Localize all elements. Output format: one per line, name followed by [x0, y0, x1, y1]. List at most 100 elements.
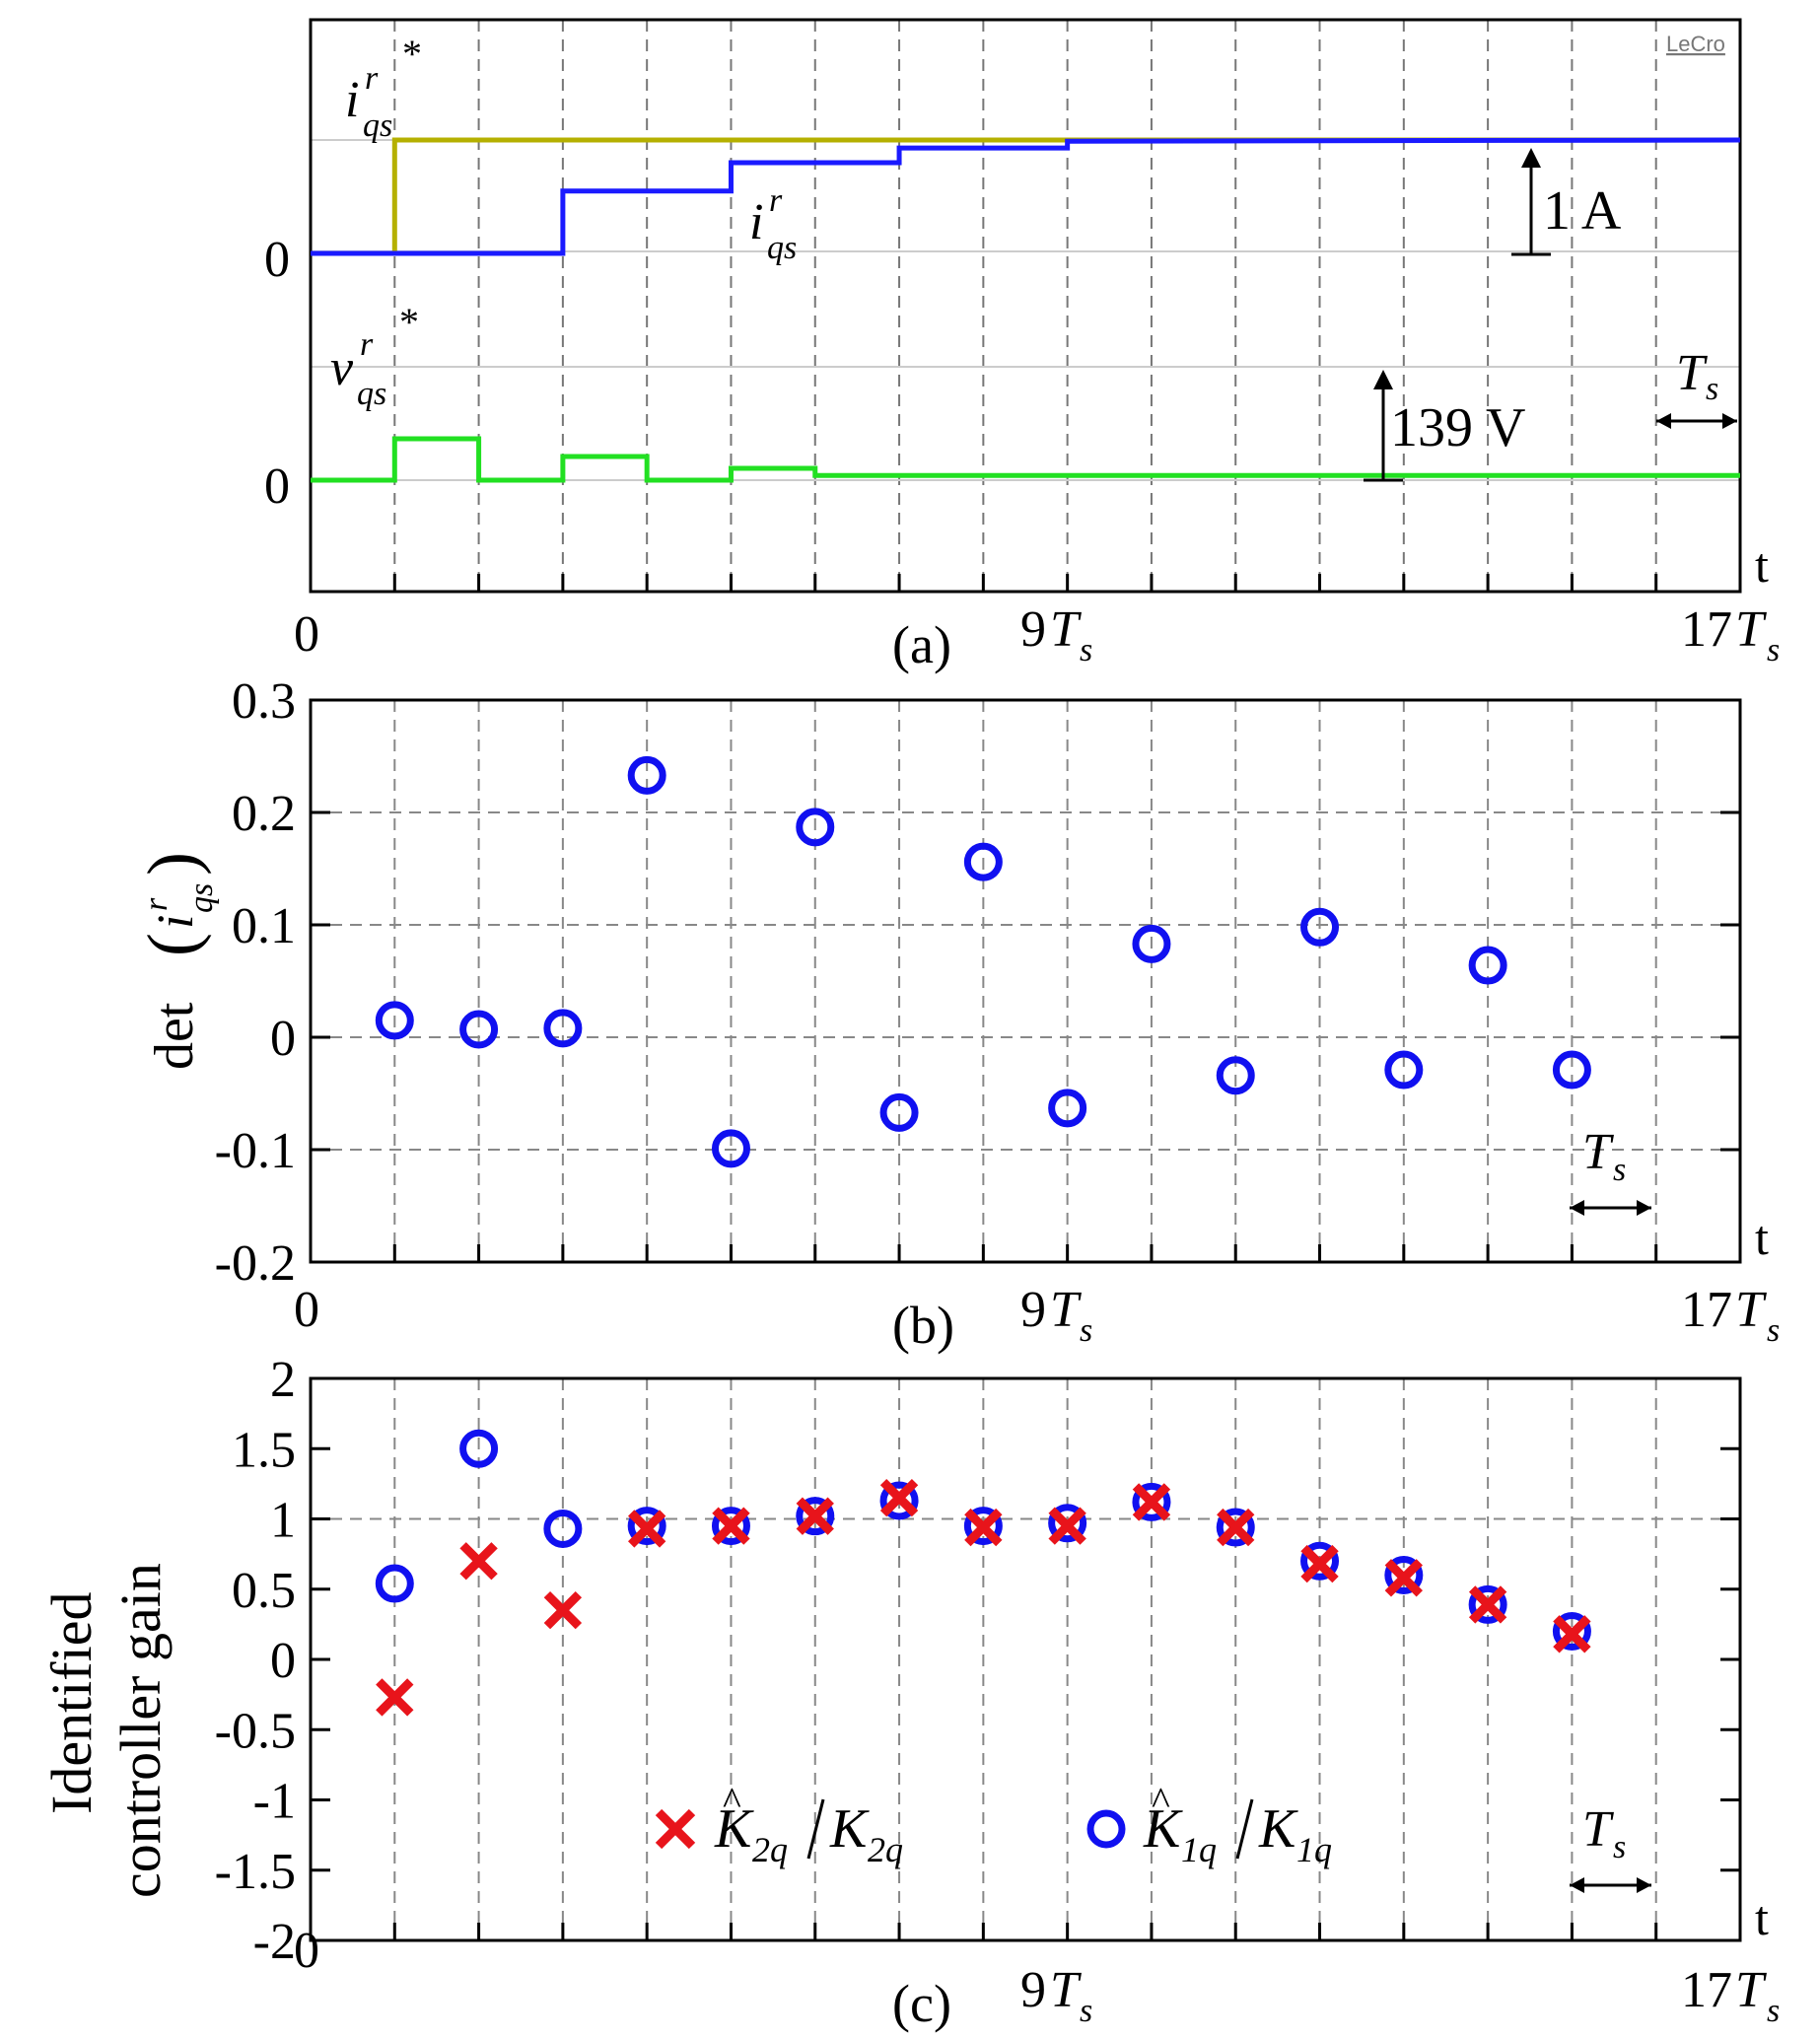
- svg-text:K: K: [714, 1798, 754, 1860]
- zero-label-current: 0: [264, 232, 290, 288]
- data-point-circle: [796, 1497, 835, 1536]
- x-tick-9ts-b: 9 T s: [1020, 1282, 1092, 1349]
- data-point-cross: [1384, 1559, 1424, 1597]
- svg-text:qs: qs: [357, 376, 386, 412]
- svg-text:T: T: [1050, 1962, 1082, 2018]
- data-point-cross: [964, 1508, 1003, 1547]
- data-point-circle: [1300, 907, 1340, 947]
- ts-arrow-b: T s: [1570, 1124, 1651, 1216]
- data-point-cross: [1217, 1508, 1255, 1547]
- x-tick-9ts-a: 9 T s: [1020, 601, 1092, 668]
- panel-c: 2 1.5 1 0.5 0 -0.5 -1 -1.5 -2 Identified control…: [39, 1352, 1780, 2033]
- svg-text:s: s: [1767, 632, 1780, 668]
- data-point-cross: [1048, 1507, 1086, 1545]
- data-point-cross: [459, 1542, 498, 1581]
- panel-c-frame: [309, 1376, 1742, 1942]
- data-point-circle: [627, 1507, 666, 1546]
- legend-o-marker: [1086, 1809, 1126, 1849]
- data-point-cross: [712, 1507, 750, 1545]
- panel-b: 0.30.20.10-0.1-0.2 det ( i r qs ) T s t …: [133, 673, 1780, 1355]
- data-point-circle: [1048, 1089, 1087, 1128]
- svg-text:r: r: [769, 182, 783, 219]
- data-point-circle: [1132, 924, 1171, 963]
- zero-label-voltage: 0: [264, 458, 290, 515]
- y-tick-label: 0: [270, 1633, 296, 1689]
- data-point-circle: [879, 1092, 919, 1132]
- svg-text:1q: 1q: [1296, 1830, 1332, 1869]
- cross-stroke: [627, 1510, 666, 1548]
- y-tick-label: -1.5: [215, 1844, 296, 1900]
- svg-text:T: T: [1050, 601, 1082, 658]
- svg-text:T: T: [1582, 1801, 1614, 1858]
- y-tick-label: 0.3: [232, 673, 296, 730]
- data-point-circle: [879, 1481, 919, 1520]
- svg-text:s: s: [1767, 1312, 1780, 1349]
- data-point-circle: [963, 1507, 1003, 1546]
- data-point-circle: [375, 1001, 414, 1040]
- y-tick-label: 2: [270, 1352, 296, 1408]
- panel-a-label: (a): [892, 615, 951, 674]
- legend-x-marker: [655, 1808, 696, 1850]
- panel-a: LeCro i r qs * i r qs v r qs * 0 0 1 A: [264, 18, 1780, 674]
- current-scale-label: 1 A: [1543, 180, 1622, 242]
- svg-text:qs: qs: [767, 230, 797, 266]
- x-tick-17ts-a: 17 T s: [1681, 601, 1780, 668]
- data-point-cross: [1132, 1483, 1171, 1521]
- svg-text:T: T: [1735, 1282, 1767, 1338]
- svg-text:s: s: [1613, 1152, 1626, 1188]
- svg-text:9: 9: [1020, 601, 1046, 658]
- data-point-cross: [376, 1678, 414, 1717]
- x-tick-17ts-c: 17 T s: [1681, 1962, 1780, 2029]
- data-point-circle: [543, 1009, 583, 1048]
- cross-stroke: [543, 1590, 583, 1630]
- cross-stroke: [1300, 1544, 1339, 1583]
- data-point-circle: [1216, 1508, 1255, 1547]
- data-point-circle: [1384, 1556, 1424, 1594]
- cross-stroke: [712, 1507, 750, 1545]
- svg-text:Identified: Identified: [39, 1592, 104, 1814]
- panel-a-frame: [309, 18, 1742, 594]
- vqs-ref-label: v r qs *: [330, 300, 419, 412]
- svg-text:r: r: [360, 326, 374, 363]
- cross-stroke: [1048, 1507, 1086, 1545]
- y-tick-label: -0.2: [215, 1235, 296, 1292]
- data-point-circle: [711, 1129, 750, 1168]
- svg-text:^: ^: [723, 1779, 741, 1823]
- trace-0: [311, 137, 1740, 256]
- svg-text:17: 17: [1681, 601, 1732, 658]
- svg-text:*: *: [399, 300, 419, 344]
- cross-stroke: [879, 1478, 919, 1517]
- data-point-circle: [1552, 1612, 1591, 1651]
- x-tick-0-c: 0: [294, 1923, 319, 1979]
- svg-text:s: s: [1767, 1993, 1780, 2029]
- data-point-circle: [1384, 1050, 1424, 1090]
- y-tick-label: 0.2: [232, 786, 296, 842]
- iqs-ref-label: i r qs *: [345, 32, 422, 144]
- ylabel-c: Identified controller gain: [39, 1563, 173, 1898]
- cross-stroke: [964, 1508, 1003, 1547]
- trace-2: [311, 436, 1740, 483]
- svg-text:i: i: [148, 915, 204, 929]
- svg-text:K: K: [829, 1798, 870, 1860]
- data-point-circle: [963, 842, 1003, 881]
- ts-arrow-a: T s: [1656, 345, 1737, 429]
- iqs-label: i r qs: [749, 182, 797, 266]
- y-tick-label: -1: [253, 1774, 296, 1830]
- svg-text:^: ^: [1152, 1779, 1170, 1823]
- cross-stroke: [1553, 1615, 1591, 1653]
- svg-text:s: s: [1613, 1829, 1626, 1865]
- y-tick-label: -2: [253, 1914, 296, 1970]
- ts-arrow-c: T s: [1570, 1801, 1651, 1893]
- data-point-cross: [627, 1510, 666, 1548]
- data-point-circle: [1048, 1504, 1087, 1543]
- svg-text:s: s: [1080, 632, 1092, 668]
- panel-b-label: (b): [892, 1296, 954, 1355]
- data-point-cross: [543, 1590, 583, 1630]
- trace-1: [311, 137, 1741, 256]
- svg-text:s: s: [1080, 1312, 1092, 1349]
- svg-text:s: s: [1080, 1993, 1092, 2029]
- legend: K ^ 2q K 2q K ^ 1q K 1q: [655, 1779, 1332, 1869]
- x-tick-0-a: 0: [294, 606, 319, 663]
- legend-x-label: K ^ 2q K 2q: [714, 1779, 903, 1869]
